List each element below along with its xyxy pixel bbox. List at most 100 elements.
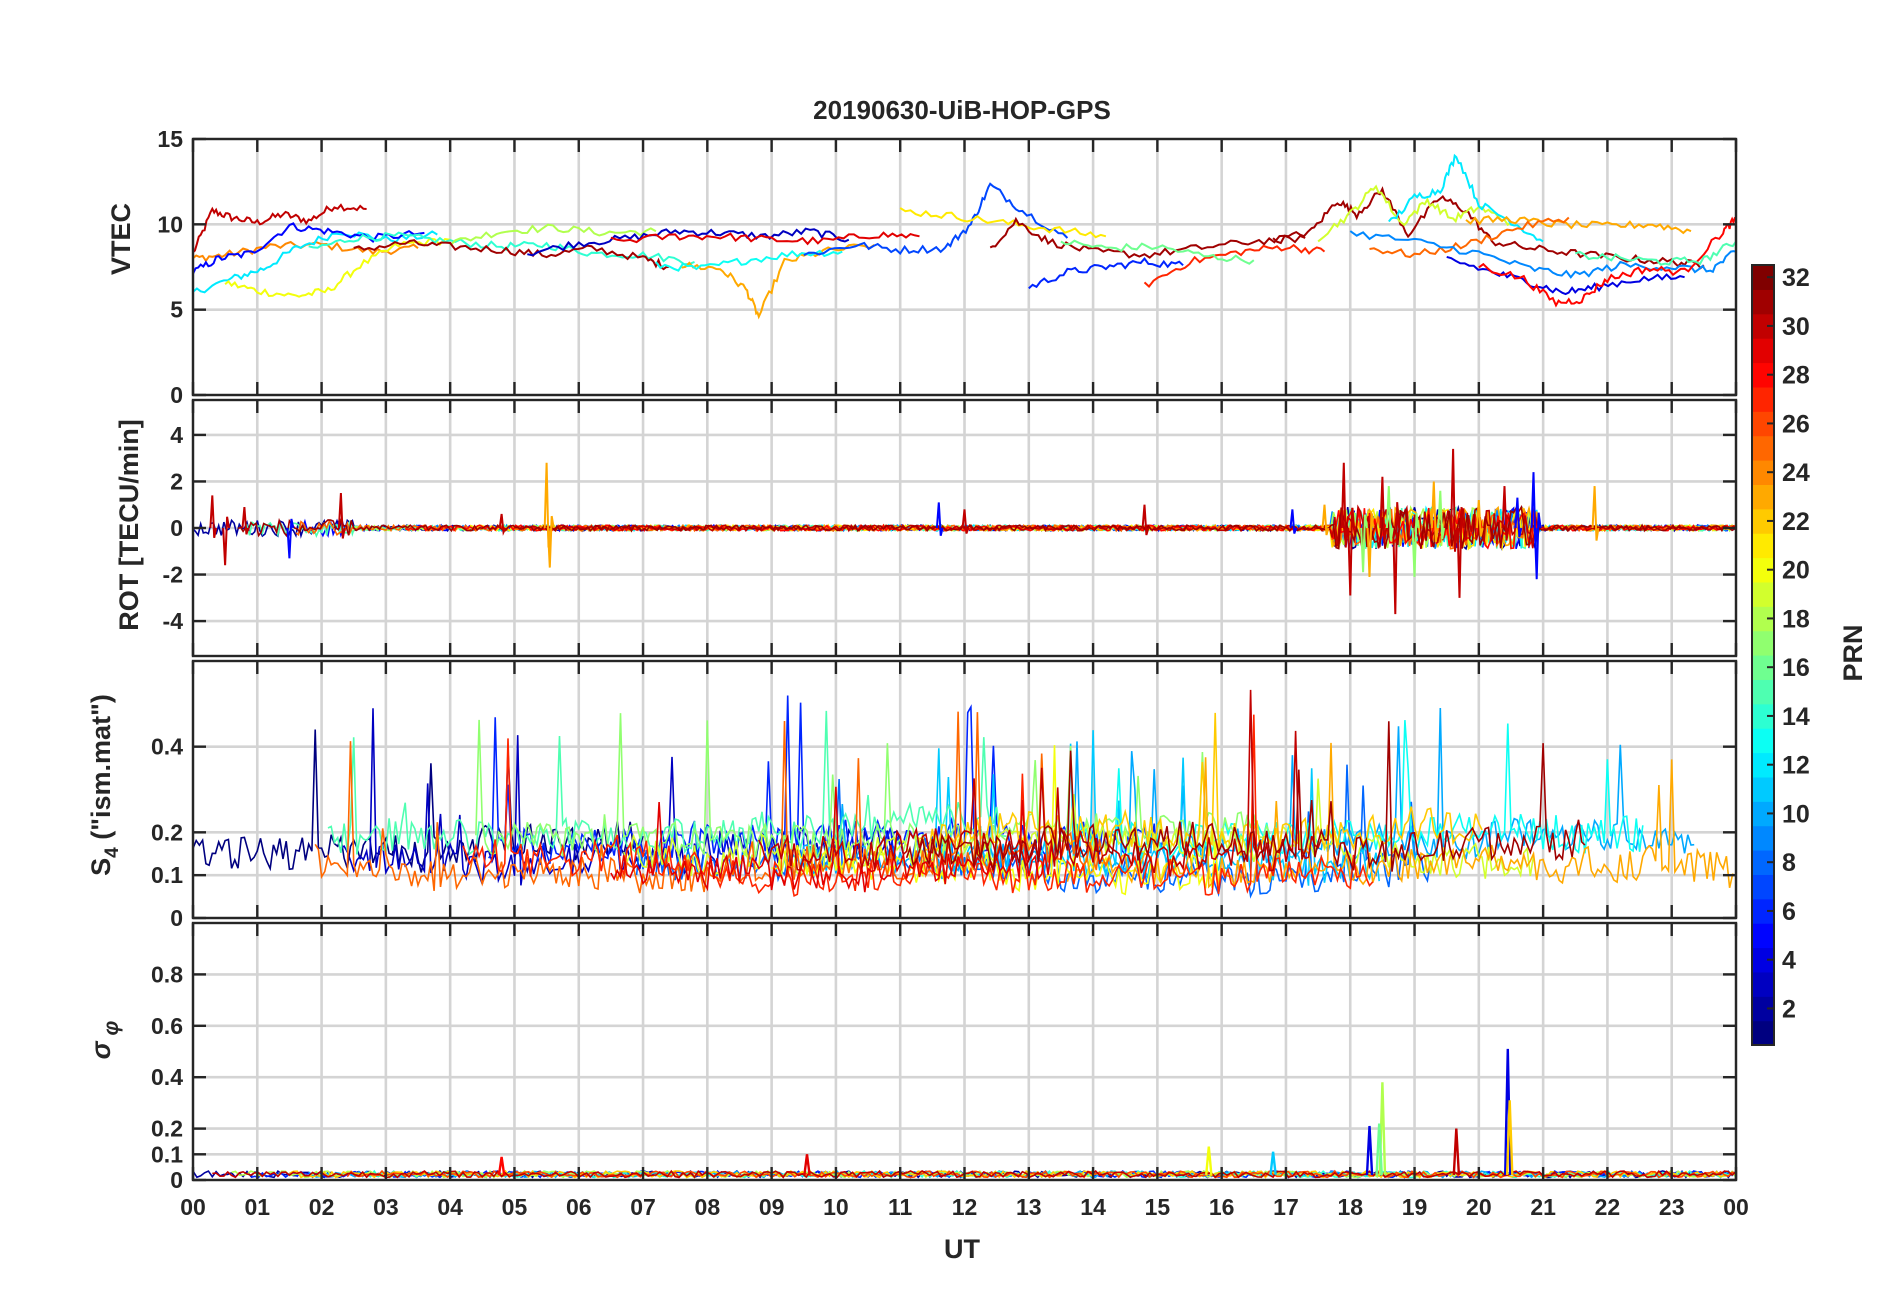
x-tick-label: 09 — [759, 1194, 785, 1220]
s4-series-line — [919, 712, 1483, 856]
rot-spike — [1514, 497, 1523, 538]
x-tick-label: 22 — [1595, 1194, 1621, 1220]
x-tick-label: 15 — [1145, 1194, 1171, 1220]
colorbar-swatch — [1752, 728, 1774, 754]
s4-series-line — [758, 689, 1323, 877]
colorbar-tick-label: 24 — [1782, 459, 1810, 487]
rot-spike — [1340, 462, 1349, 548]
axes-frame — [191, 398, 1738, 658]
s4-series-line — [314, 711, 1110, 894]
vtec-series-line — [193, 230, 438, 294]
vtec-series-line — [1574, 240, 1736, 266]
x-tick-label: 04 — [437, 1194, 463, 1220]
sigma-spike — [1505, 1100, 1514, 1175]
sigma-spike — [1375, 1123, 1383, 1175]
vtec-series-line — [224, 237, 451, 298]
rot-series-line — [514, 504, 1736, 549]
colorbar-tick-label: 6 — [1782, 898, 1796, 926]
x-tick-label: 08 — [695, 1194, 721, 1220]
colorbar-swatch — [1752, 362, 1774, 388]
colorbar-swatch — [1752, 630, 1774, 656]
colorbar-tick-label: 8 — [1782, 849, 1796, 877]
colorbar-swatch — [1752, 776, 1774, 802]
y-tick-label: 0.2 — [151, 1116, 183, 1142]
rot-spike — [1456, 507, 1465, 598]
vtec-series-line — [1349, 230, 1736, 279]
x-tick-label: 03 — [373, 1194, 399, 1220]
axes-frame — [191, 921, 1738, 1182]
colorbar-swatch — [1752, 533, 1774, 559]
colorbar-swatch — [1752, 679, 1774, 705]
rot-spike — [1366, 513, 1375, 577]
colorbar-swatch — [1752, 801, 1774, 827]
colorbar-swatch — [1752, 655, 1774, 680]
colorbar-tick-label: 2 — [1782, 995, 1796, 1023]
vtec-series-line — [1060, 239, 1255, 265]
colorbar-swatch — [1752, 898, 1774, 924]
sigma-spike — [1269, 1151, 1277, 1176]
rot-spike — [1450, 448, 1458, 552]
colorbar-swatch — [1752, 460, 1774, 485]
plot-area — [193, 153, 1736, 320]
colorbar-swatch — [1752, 850, 1774, 875]
colorbar-swatch — [1752, 923, 1774, 949]
rot-spike — [935, 502, 944, 536]
colorbar-swatch — [1752, 581, 1774, 607]
x-tick-label: 00 — [180, 1194, 206, 1220]
y-tick-label: 10 — [157, 211, 183, 237]
x-tick-label: 17 — [1273, 1194, 1299, 1220]
colorbar-swatch — [1752, 386, 1774, 412]
y-tick-label: 0.4 — [151, 1064, 183, 1090]
vtec-panel: 0 5 10 15 — [157, 126, 1738, 408]
y-tick-label: 2 — [170, 468, 183, 494]
y-tick-label: 5 — [170, 297, 183, 323]
plot-area — [193, 689, 1734, 899]
vtec-series-line — [803, 182, 1069, 256]
x-tick-label: 21 — [1530, 1194, 1556, 1220]
rot-spike — [209, 495, 218, 538]
x-tick-label: 11 — [888, 1194, 913, 1220]
x-tick-label: 02 — [309, 1194, 335, 1220]
sigma-phi-ylabel: σφ — [86, 1020, 123, 1059]
y-tick-label: -4 — [163, 608, 184, 634]
rot-spike — [1347, 507, 1356, 596]
x-tick-label: 13 — [1016, 1194, 1042, 1220]
vtec-series-line — [681, 243, 876, 320]
y-tick-label: 0 — [170, 515, 183, 541]
rot-spike — [337, 493, 346, 539]
rot-spike — [1360, 514, 1368, 573]
sigma-spike — [803, 1154, 811, 1176]
rot-spike — [1475, 500, 1484, 537]
s4-ylabel: S4 ("ism.mat") — [86, 694, 123, 876]
vtec-series-line — [1143, 243, 1326, 288]
x-tick-label: 23 — [1659, 1194, 1685, 1220]
rot-ylabel: ROT [TECU/min] — [114, 419, 144, 630]
colorbar-tick-label: 18 — [1782, 605, 1810, 633]
s4-series-line — [462, 714, 1374, 898]
rot-spike — [1141, 504, 1150, 536]
rot-spike — [498, 513, 507, 536]
y-tick-label: 0.1 — [151, 1141, 183, 1167]
vtec-series-line — [1388, 153, 1544, 243]
s4-series-line — [327, 710, 1007, 856]
x-axis-label: UT — [944, 1234, 980, 1264]
x-tick-label: 16 — [1209, 1194, 1235, 1220]
colorbar-swatch — [1752, 289, 1774, 315]
rot-spike — [1385, 486, 1394, 541]
colorbar-swatch — [1752, 338, 1774, 364]
rot-spike — [1591, 486, 1600, 541]
vtec-series-line — [1465, 215, 1692, 235]
x-tick-label: 06 — [566, 1194, 592, 1220]
rot-spike — [961, 509, 970, 534]
colorbar-tick-label: 4 — [1782, 947, 1796, 975]
colorbar-tick-label: 14 — [1782, 703, 1810, 731]
vtec-ylabel: VTEC — [106, 203, 136, 275]
rot-spike — [222, 516, 230, 566]
colorbar-tick-label: 26 — [1782, 410, 1810, 438]
x-tick-label: 19 — [1402, 1194, 1428, 1220]
y-tick-label: 0.6 — [151, 1013, 183, 1039]
colorbar-swatch — [1752, 557, 1774, 583]
vtec-series-line — [655, 249, 843, 272]
vtec-series-line — [1317, 184, 1512, 243]
